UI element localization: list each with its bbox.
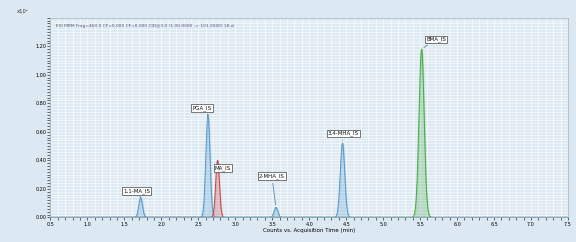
Text: ESI MRM Frag=460.0 CF=0.000 CF=0.000 CID@3.0 (1.00.0000 -> 101.0000) 18.d: ESI MRM Frag=460.0 CF=0.000 CF=0.000 CID…: [56, 24, 233, 28]
Text: 3,4-MHA_IS: 3,4-MHA_IS: [328, 131, 359, 141]
Text: PGA_IS: PGA_IS: [192, 105, 211, 115]
Text: MA_IS: MA_IS: [215, 160, 231, 171]
Text: x10²: x10²: [17, 9, 29, 14]
X-axis label: Counts vs. Acquisition Time (min): Counts vs. Acquisition Time (min): [263, 228, 355, 233]
Text: 2-MHA_IS: 2-MHA_IS: [259, 174, 285, 205]
Text: BMA_IS: BMA_IS: [424, 37, 446, 48]
Text: 1,1-MA_IS: 1,1-MA_IS: [123, 189, 150, 197]
